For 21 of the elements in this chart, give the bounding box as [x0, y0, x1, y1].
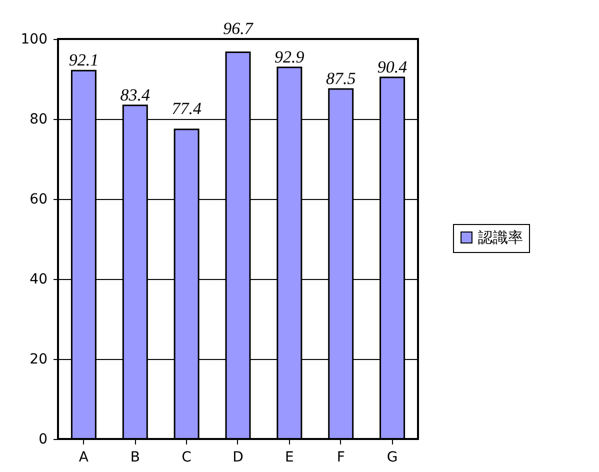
x-tick-label: F	[336, 450, 345, 466]
data-label: 83.4	[120, 85, 151, 104]
y-tick-label: 0	[38, 432, 48, 448]
data-label: 87.5	[326, 69, 356, 88]
y-tick-label: 20	[30, 352, 48, 368]
x-tick-label: C	[182, 450, 192, 466]
data-label: 96.7	[223, 19, 254, 38]
data-label: 77.4	[172, 99, 202, 118]
data-label: 90.4	[377, 57, 408, 76]
data-label: 92.1	[68, 50, 99, 70]
x-tick-label: D	[232, 450, 244, 466]
x-tick-label: A	[78, 450, 89, 466]
y-tick-label: 100	[20, 32, 48, 48]
y-tick-label: 80	[30, 112, 48, 128]
x-tick-label: G	[386, 450, 398, 466]
data-label: 92.9	[274, 47, 305, 66]
y-tick-label: 40	[30, 272, 48, 288]
legend-label: 認識率	[478, 228, 523, 246]
y-tick-label: 60	[30, 192, 48, 208]
x-tick-label: E	[285, 450, 294, 466]
x-tick-label: B	[130, 450, 140, 466]
